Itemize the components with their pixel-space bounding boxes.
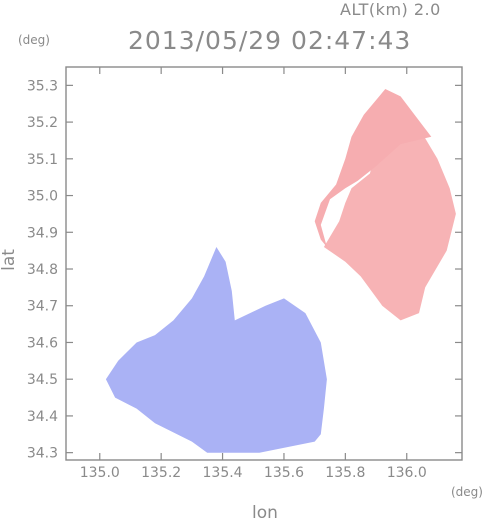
- y-tick-label: 34.6: [27, 335, 58, 351]
- x-tick-label: 135.2: [141, 465, 181, 481]
- x-tick-label: 135.6: [264, 465, 304, 481]
- velocity-region-receding-1: [314, 89, 432, 247]
- velocity-region-receding-0: [323, 122, 456, 321]
- y-tick-label: 35.2: [27, 115, 58, 131]
- x-tick-label: 135.8: [325, 465, 365, 481]
- plot-frame: [65, 66, 463, 461]
- x-axis-unit: (deg): [451, 485, 483, 499]
- y-tick-label: 35.1: [27, 152, 58, 168]
- y-tick-label: 35.0: [27, 189, 58, 205]
- x-axis-label: lon: [252, 503, 278, 523]
- x-tick-label: 135.0: [80, 465, 120, 481]
- y-tick-label: 34.8: [27, 262, 58, 278]
- y-tick-label: 34.5: [27, 372, 58, 388]
- y-tick-label: 34.3: [27, 446, 58, 462]
- x-tick-label: 136.0: [387, 465, 427, 481]
- altitude-label: ALT(km) 2.0: [340, 0, 441, 19]
- x-tick-label: 135.4: [203, 465, 243, 481]
- y-tick-label: 34.4: [27, 409, 58, 425]
- y-tick-label: 35.3: [27, 78, 58, 94]
- chart-title: 2013/05/29 02:47:43: [128, 26, 412, 55]
- y-tick-label: 34.9: [27, 225, 58, 241]
- y-tick-label: 34.7: [27, 299, 58, 315]
- y-axis-unit: (deg): [18, 33, 50, 47]
- velocity-region-approaching-2: [105, 247, 327, 453]
